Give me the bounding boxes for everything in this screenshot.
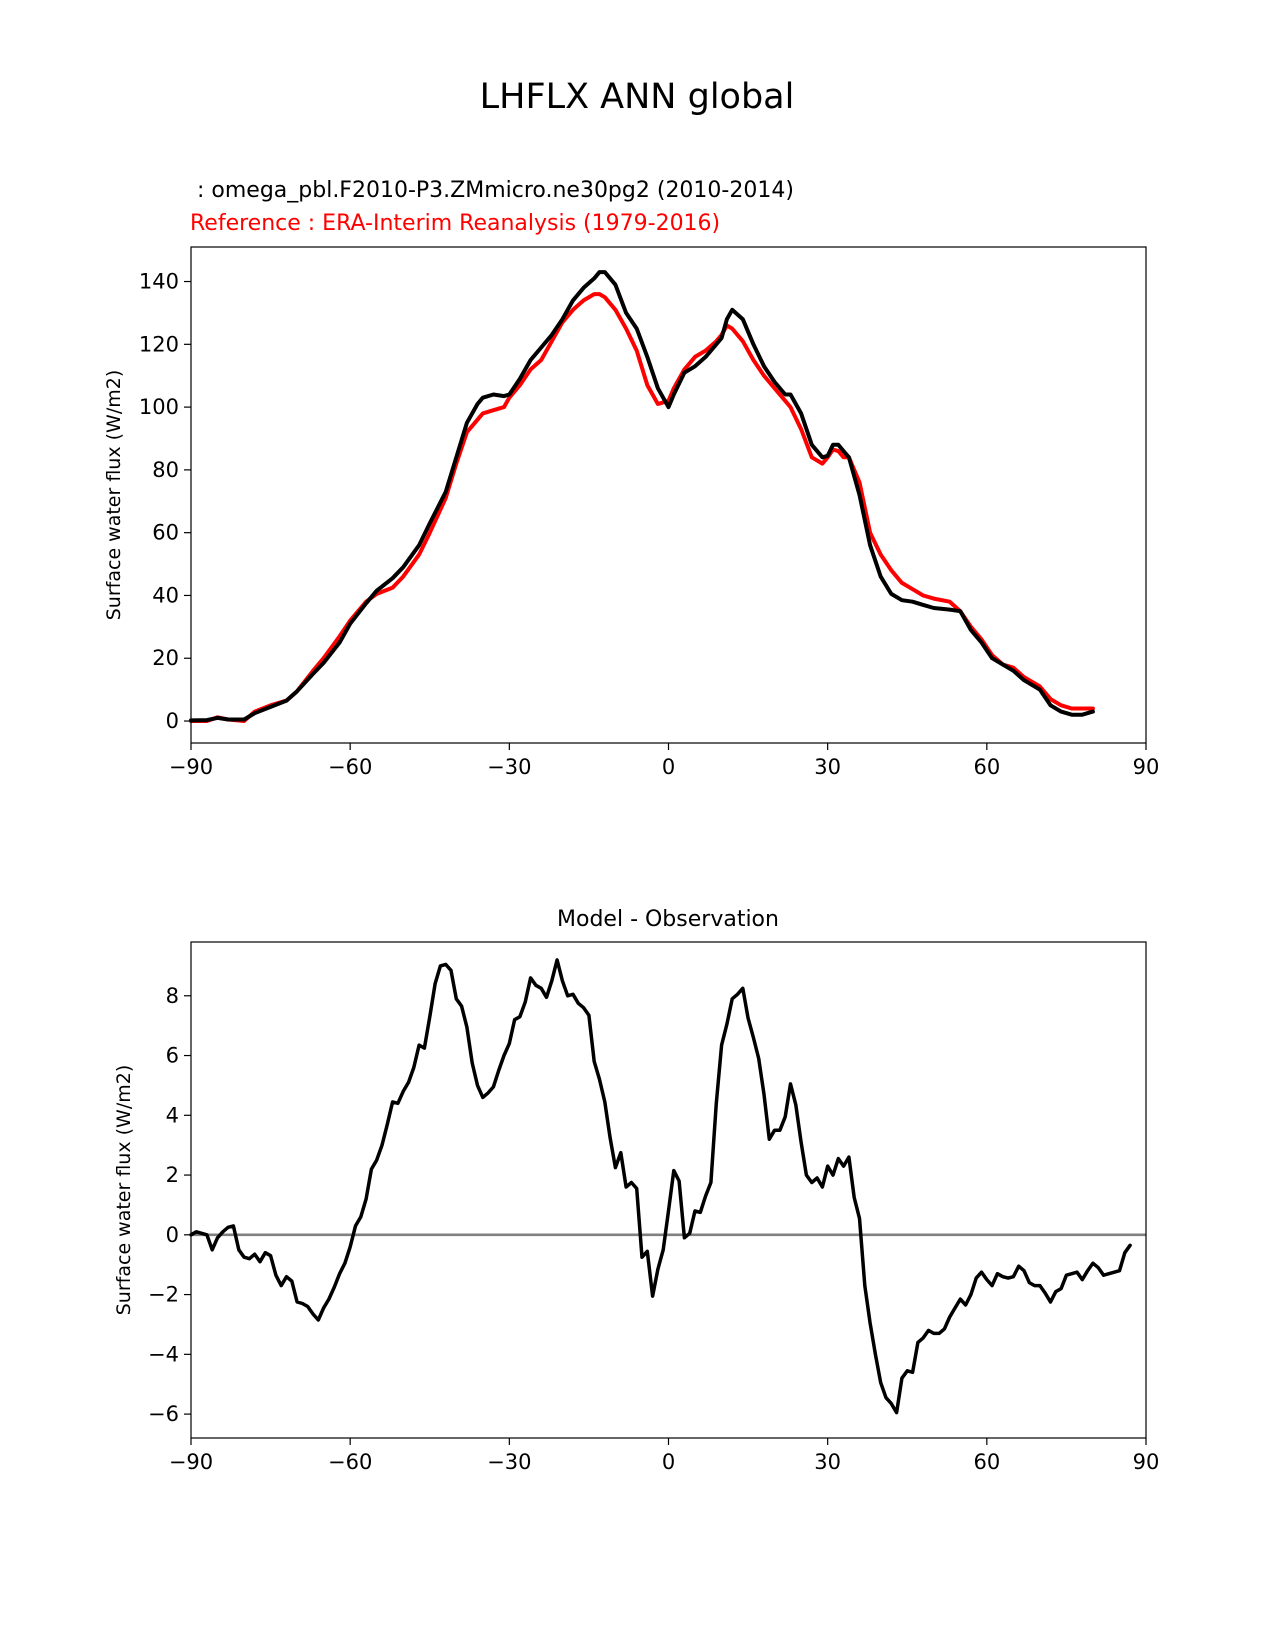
- y-tick-label: 4: [166, 1103, 179, 1127]
- bottom-panel: Model - Observation Surface water flux (…: [113, 907, 1159, 1474]
- x-tick-label: −60: [328, 1450, 372, 1474]
- y-tick-label: 20: [152, 646, 179, 670]
- x-tick-label: 90: [1133, 1450, 1160, 1474]
- reference-legend-label: Reference : ERA-Interim Reanalysis (1979…: [190, 211, 720, 236]
- y-tick-label: 140: [139, 270, 179, 294]
- top-ticks: −90 −60 −30 0 30 60 90 0 20 40 60 80 100 120 140: [139, 270, 1159, 779]
- y-tick-label: 0: [166, 1223, 179, 1247]
- x-tick-label: −60: [328, 755, 372, 779]
- y-tick-label: −6: [148, 1402, 179, 1426]
- test-legend-label: : omega_pbl.F2010-P3.ZMmicro.ne30pg2 (20…: [190, 178, 794, 203]
- x-tick-label: 90: [1133, 755, 1160, 779]
- y-tick-label: 8: [166, 984, 179, 1008]
- bottom-ticks: −90 −60 −30 0 30 60 90 −6 −4 −2 0 2 4 6 8: [148, 984, 1159, 1474]
- x-tick-label: −30: [487, 1450, 531, 1474]
- bottom-ylabel: Surface water flux (W/m2): [113, 1065, 135, 1316]
- y-tick-label: 80: [152, 458, 179, 482]
- y-tick-label: 60: [152, 521, 179, 545]
- y-tick-label: 120: [139, 332, 179, 356]
- x-tick-label: 30: [814, 1450, 841, 1474]
- reference-series-line: [189, 292, 1095, 723]
- x-tick-label: −90: [169, 755, 213, 779]
- y-tick-label: 100: [139, 395, 179, 419]
- y-tick-label: −4: [148, 1342, 179, 1366]
- x-tick-label: 60: [973, 1450, 1000, 1474]
- bottom-series: [189, 958, 1146, 1415]
- x-tick-label: 60: [973, 755, 1000, 779]
- model-series-line: [189, 270, 1095, 723]
- x-tick-label: −90: [169, 1450, 213, 1474]
- top-panel: : omega_pbl.F2010-P3.ZMmicro.ne30pg2 (20…: [103, 178, 1159, 779]
- figure-title: LHFLX ANN global: [480, 77, 795, 117]
- x-tick-label: −30: [487, 755, 531, 779]
- top-plot-frame: [190, 246, 1147, 744]
- top-ylabel: Surface water flux (W/m2): [103, 370, 125, 621]
- x-tick-label: 30: [814, 755, 841, 779]
- bottom-title: Model - Observation: [557, 907, 779, 932]
- y-tick-label: −2: [148, 1283, 179, 1307]
- bottom-plot-frame: [190, 941, 1147, 1439]
- top-series: [189, 270, 1095, 723]
- y-tick-label: 0: [166, 709, 179, 733]
- difference-series-line: [189, 958, 1132, 1415]
- y-tick-label: 40: [152, 583, 179, 607]
- x-tick-label: 0: [662, 755, 675, 779]
- x-tick-label: 0: [662, 1450, 675, 1474]
- y-tick-label: 6: [166, 1044, 179, 1068]
- y-tick-label: 2: [166, 1163, 179, 1187]
